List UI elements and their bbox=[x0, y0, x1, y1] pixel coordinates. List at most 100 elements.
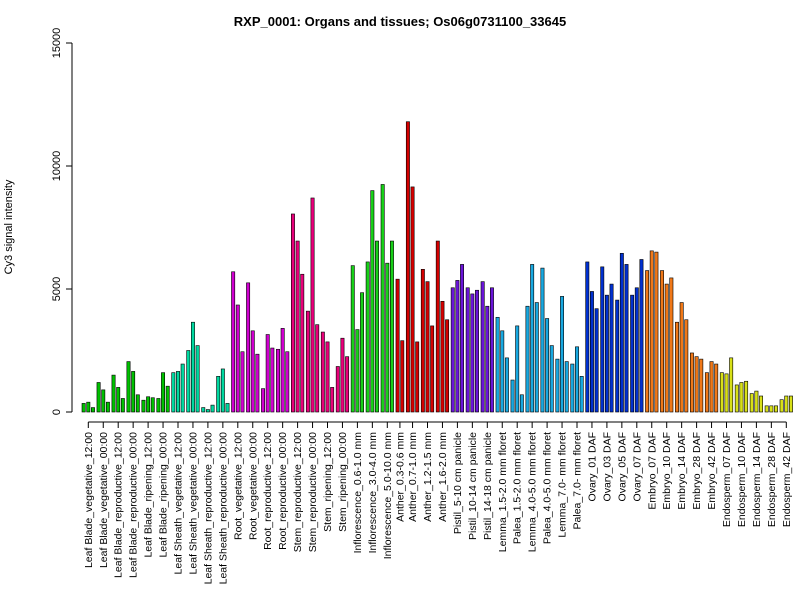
x-tick-label: Palea_4.0-5.0 mm floret bbox=[542, 432, 554, 544]
x-tick-label: Embryo_07 DAF bbox=[646, 432, 658, 510]
bar bbox=[634, 287, 639, 413]
x-tick-label: Pistil_10-14 cm panicle bbox=[467, 432, 479, 540]
bar bbox=[615, 299, 620, 413]
bar bbox=[375, 240, 379, 413]
bar bbox=[305, 310, 310, 413]
x-tick-label: Ovary_07 DAF bbox=[631, 432, 643, 501]
x-tick-label: Embryo_14 DAF bbox=[676, 432, 688, 510]
x-tick-label: Palea_7.0- mm floret bbox=[572, 432, 584, 530]
bar bbox=[231, 271, 236, 413]
bar bbox=[480, 281, 485, 413]
x-tick-label: Inflorescence_0.6-1.0 mm bbox=[352, 432, 364, 554]
bar bbox=[385, 262, 390, 413]
bar bbox=[425, 281, 430, 413]
bar bbox=[246, 282, 251, 413]
x-tick-label: Stem_ripening_12:00 bbox=[322, 432, 334, 532]
x-tick-label: Embryo_42 DAF bbox=[706, 432, 718, 510]
bar bbox=[156, 398, 161, 413]
bar bbox=[405, 121, 410, 413]
bar bbox=[355, 329, 360, 413]
bar bbox=[649, 250, 654, 413]
bar bbox=[216, 376, 221, 413]
bar bbox=[534, 302, 539, 413]
bar bbox=[774, 405, 778, 413]
x-tick-label: Inflorescence_5.0-10.0 mm bbox=[382, 432, 394, 559]
x-tick-label: Leaf Blade_reproductive_00:00 bbox=[128, 432, 140, 578]
bar bbox=[788, 395, 793, 413]
bar bbox=[724, 373, 729, 413]
y-axis-label: Cy3 signal intensity bbox=[3, 179, 15, 274]
x-tick-label: Leaf Blade_ripening_00:00 bbox=[158, 432, 170, 558]
x-tick-label: Leaf Sheath_reproductive_12:00 bbox=[202, 432, 214, 585]
bar bbox=[276, 348, 280, 413]
x-tick-label: Anther_0.7-1.0 mm bbox=[407, 432, 419, 522]
x-tick-label: Root_reproductive_12:00 bbox=[262, 432, 274, 550]
bar bbox=[455, 280, 460, 413]
bar bbox=[340, 337, 345, 413]
bar bbox=[570, 363, 575, 413]
bar bbox=[195, 345, 200, 413]
bar bbox=[694, 356, 699, 413]
bar bbox=[380, 184, 385, 413]
bar bbox=[450, 287, 455, 413]
bar bbox=[310, 197, 315, 413]
x-tick-label: Leaf Blade_reproductive_12:00 bbox=[113, 432, 125, 578]
y-tick-label: 0 bbox=[51, 409, 63, 415]
bar bbox=[150, 397, 155, 413]
bar bbox=[240, 351, 245, 413]
bar bbox=[530, 264, 535, 413]
bar bbox=[146, 396, 151, 413]
x-tick-label: Palea_1.5-2.0 mm floret bbox=[512, 432, 524, 544]
bar bbox=[594, 308, 599, 413]
bar bbox=[549, 345, 554, 413]
bar bbox=[105, 401, 110, 413]
bar bbox=[645, 270, 650, 413]
bar bbox=[689, 352, 694, 413]
x-tick-label: Anther_1.6-2.0 mm bbox=[437, 432, 449, 522]
bar bbox=[201, 407, 206, 413]
y-tick-label: 10000 bbox=[51, 151, 63, 182]
bar bbox=[654, 251, 659, 413]
bar bbox=[630, 294, 635, 413]
bar bbox=[475, 289, 479, 413]
bar bbox=[485, 305, 490, 413]
bar bbox=[465, 287, 470, 413]
bar bbox=[749, 393, 754, 413]
bar bbox=[500, 330, 505, 413]
bar bbox=[555, 358, 560, 413]
bar bbox=[410, 186, 415, 413]
bar bbox=[609, 283, 614, 413]
bar bbox=[171, 372, 176, 413]
y-axis: 0 5000 10000 15000 bbox=[51, 28, 73, 415]
bar bbox=[111, 374, 116, 413]
bar bbox=[320, 331, 325, 413]
bar bbox=[165, 385, 170, 413]
bar bbox=[435, 240, 440, 413]
bar bbox=[270, 347, 275, 413]
bar bbox=[675, 321, 679, 413]
bar bbox=[460, 264, 464, 413]
bar bbox=[704, 372, 709, 413]
bar bbox=[575, 346, 579, 413]
bar bbox=[116, 387, 121, 413]
bar bbox=[764, 405, 769, 413]
bar bbox=[754, 390, 759, 413]
bar bbox=[325, 341, 330, 413]
bar bbox=[120, 398, 125, 413]
x-tick-label: Endosperm_14 DAF bbox=[751, 432, 763, 527]
bar bbox=[560, 296, 565, 413]
bar bbox=[779, 399, 784, 413]
bar bbox=[205, 409, 210, 413]
bar bbox=[250, 330, 255, 413]
bar bbox=[504, 357, 509, 413]
x-tick-label: Inflorescence_3.0-4.0 mm bbox=[367, 432, 379, 554]
x-tick-label: Leaf Blade_vegetative_12:00 bbox=[83, 432, 95, 568]
x-tick-label: Leaf Blade_vegetative_00:00 bbox=[98, 432, 110, 568]
bar bbox=[440, 300, 445, 413]
bar bbox=[679, 302, 684, 413]
x-tick-label: Endosperm_28 DAF bbox=[766, 432, 778, 527]
bar bbox=[295, 240, 300, 413]
bar bbox=[734, 384, 739, 413]
x-tick-label: Endosperm_42 DAF bbox=[781, 432, 793, 527]
